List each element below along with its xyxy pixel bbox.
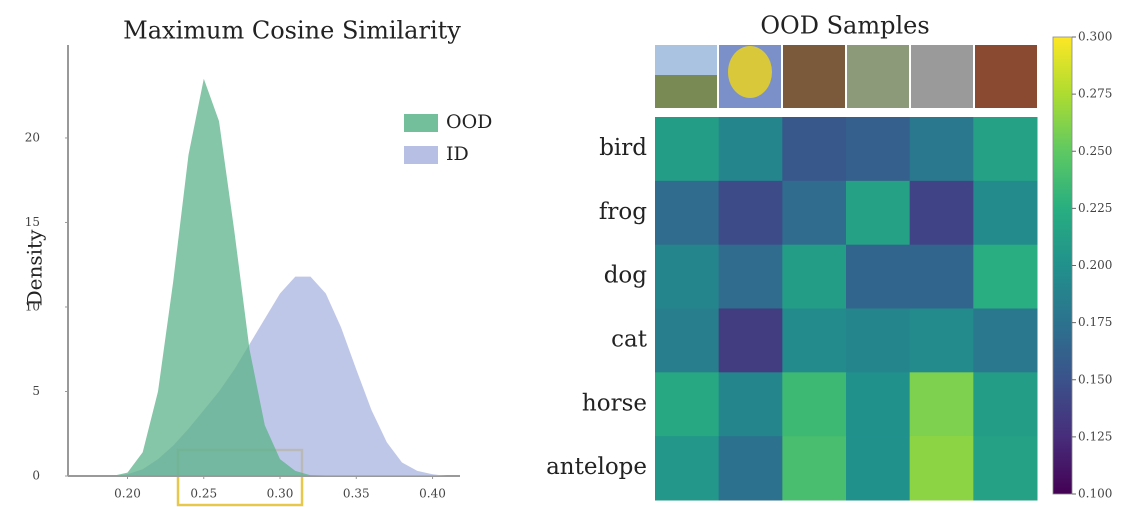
image [783,45,845,108]
colorbar-tick-label: 0.100 [1078,487,1112,501]
heatmap-cell [719,181,783,245]
row-label: horse [582,390,647,416]
chart-title: OOD Samples [760,12,929,40]
heatmap-cell [655,372,719,436]
heatmap-cell [973,181,1037,245]
y-tick-label: 5 [32,384,40,398]
x-tick-label: 0.20 [114,487,141,501]
row-label: dog [604,263,648,289]
heatmap-cell [910,309,974,373]
heatmap-cell [910,181,974,245]
legend-label: ID [446,143,469,165]
heatmap-cell [910,372,974,436]
heatmap-cell [846,372,910,436]
legend-label: OOD [446,111,492,133]
figure: Maximum Cosine Similarity Density OOD Sa… [0,0,1130,507]
image [847,45,909,108]
heatmap-cell [719,245,783,309]
image [728,46,772,98]
heatmap-cell [846,245,910,309]
heatmap-cell [655,245,719,309]
image [975,45,1037,108]
colorbar-tick-label: 0.250 [1078,144,1112,158]
row-label: antelope [546,454,647,480]
x-tick-label: 0.30 [267,487,294,501]
legend-swatch [404,146,438,164]
heatmap-cell [782,372,846,436]
heatmap-cell [719,117,783,181]
heatmap-cell [846,181,910,245]
colorbar-tick-label: 0.175 [1078,315,1112,329]
heatmap-cell [846,309,910,373]
heatmap-cell [655,309,719,373]
heatmap-cell [910,245,974,309]
heatmap-cell [846,117,910,181]
row-label: frog [599,199,647,225]
x-tick-label: 0.40 [419,487,446,501]
heatmap-cell [782,436,846,500]
y-tick-label: 10 [25,299,40,313]
heatmap-cell [973,436,1037,500]
y-axis-label: Density [23,229,47,306]
colorbar-tick-label: 0.200 [1078,258,1112,272]
heatmap-cell [973,117,1037,181]
heatmap-cell [782,309,846,373]
colorbar-tick-label: 0.300 [1078,30,1112,44]
image [911,45,973,108]
y-tick-label: 0 [32,469,40,483]
colorbar-tick-label: 0.225 [1078,201,1112,215]
heatmap-cell [973,372,1037,436]
colorbar-tick-label: 0.150 [1078,372,1112,386]
row-label: bird [599,135,647,161]
colorbar-tick-label: 0.125 [1078,429,1112,443]
heatmap-cell [782,117,846,181]
sample-images [655,45,1037,108]
heatmap-cell [655,117,719,181]
image [655,45,717,75]
heatmap-cell [782,245,846,309]
colorbar [1053,37,1072,494]
heatmap-cell [846,436,910,500]
x-tick-label: 0.25 [190,487,217,501]
colorbar-tick-label: 0.275 [1078,87,1112,101]
y-tick-label: 20 [25,130,40,144]
x-tick-label: 0.35 [343,487,370,501]
heatmap-cell [782,181,846,245]
heatmap-cell [910,117,974,181]
heatmap-cell [910,436,974,500]
chart-title: Maximum Cosine Similarity [123,17,461,45]
heatmap-cell [655,181,719,245]
heatmap-cell [973,309,1037,373]
heatmap-cell [719,436,783,500]
row-label: cat [611,326,648,352]
heatmap-cell [655,436,719,500]
heatmap-cell [973,245,1037,309]
heatmap-cell [719,309,783,373]
heatmap-cell [719,372,783,436]
legend-swatch [404,114,438,132]
y-tick-label: 15 [25,215,40,229]
